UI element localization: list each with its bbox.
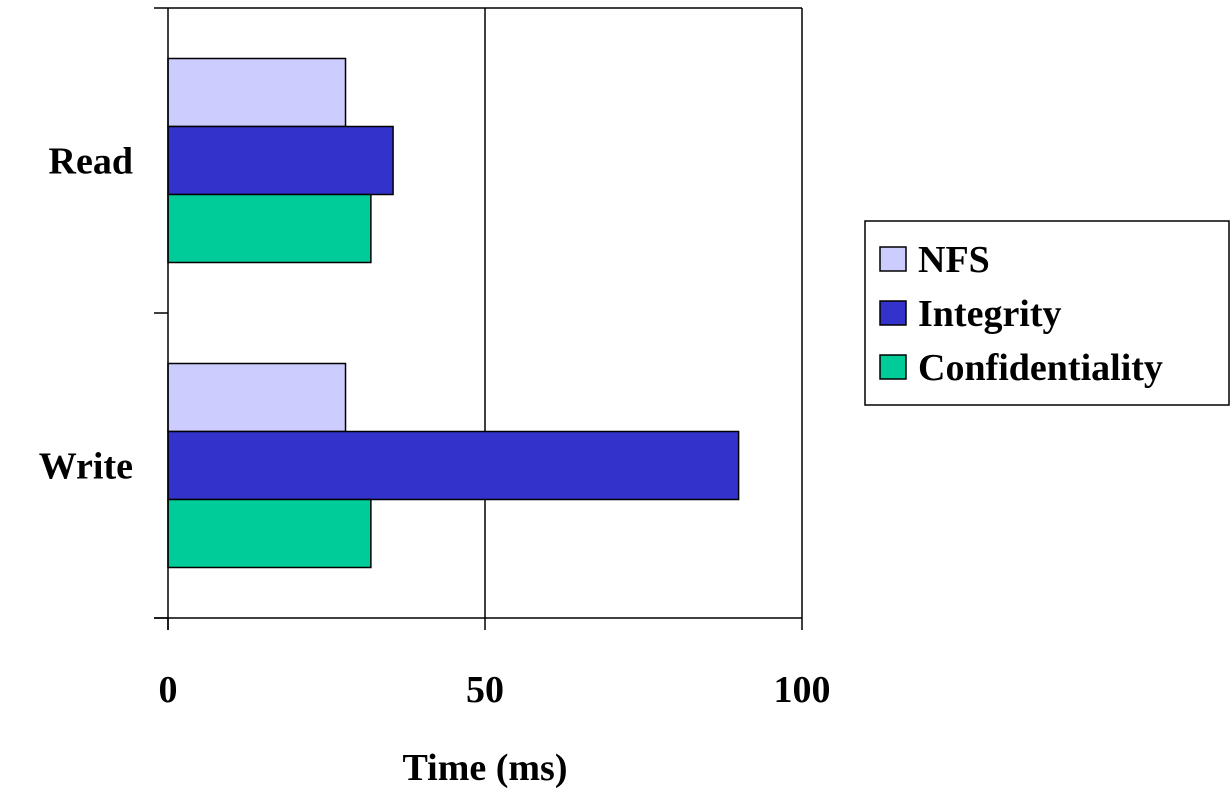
y-tick-label-read: Read [49,141,133,183]
legend: NFS Integrity Confidentiality [864,220,1230,406]
bars [167,57,740,569]
bar-read-confidentiality [167,193,372,264]
legend-swatch-confidentiality [879,354,907,380]
tick-labels: 0 50 100 Read Write [39,141,831,712]
bar-read-nfs [167,57,347,128]
y-tick-label-write: Write [39,446,133,488]
bar-write-confidentiality [167,498,372,569]
bar-write-nfs [167,362,347,433]
x-tick-label: 100 [774,669,831,711]
legend-swatch-integrity [879,300,907,326]
legend-box [864,220,1230,406]
bar-write-integrity [167,430,740,501]
legend-label-nfs: NFS [918,239,990,281]
bar-read-integrity [167,125,394,196]
legend-swatch-nfs [879,246,907,272]
legend-label-integrity: Integrity [918,293,1062,335]
axes [154,7,803,630]
x-axis-title: Time (ms) [403,747,568,789]
x-tick-label: 0 [159,669,178,711]
x-tick-label: 50 [466,669,504,711]
legend-label-confidentiality: Confidentiality [918,347,1163,389]
